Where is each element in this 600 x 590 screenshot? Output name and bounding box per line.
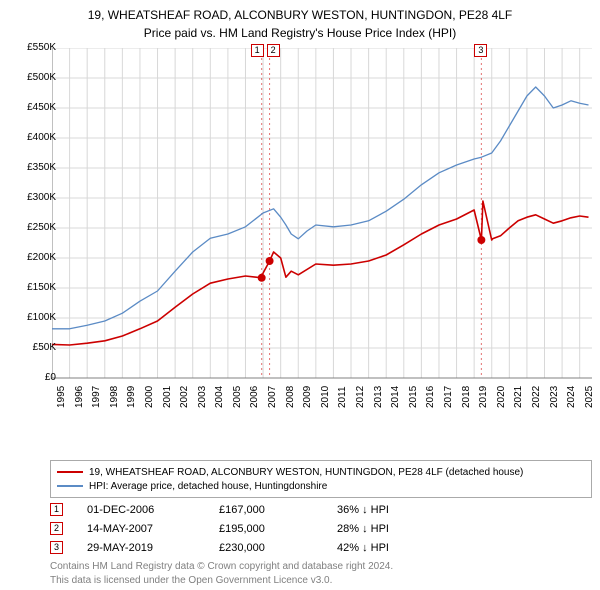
sale-price: £230,000 bbox=[219, 542, 337, 554]
y-tick-label: £100K bbox=[6, 312, 56, 323]
x-tick-label: 2006 bbox=[249, 386, 260, 408]
x-tick-label: 1995 bbox=[56, 386, 67, 408]
legend-label: 19, WHEATSHEAF ROAD, ALCONBURY WESTON, H… bbox=[89, 467, 523, 478]
x-tick-label: 2014 bbox=[390, 386, 401, 408]
legend-row: HPI: Average price, detached house, Hunt… bbox=[57, 479, 585, 493]
title-block: 19, WHEATSHEAF ROAD, ALCONBURY WESTON, H… bbox=[0, 0, 600, 42]
x-tick-label: 2003 bbox=[197, 386, 208, 408]
x-tick-label: 2018 bbox=[461, 386, 472, 408]
x-tick-label: 2001 bbox=[162, 386, 173, 408]
x-tick-label: 2013 bbox=[373, 386, 384, 408]
x-tick-label: 2004 bbox=[214, 386, 225, 408]
y-tick-label: £350K bbox=[6, 162, 56, 173]
sale-marker-box: 2 bbox=[50, 522, 63, 535]
x-tick-label: 2021 bbox=[513, 386, 524, 408]
sale-diff: 42% ↓ HPI bbox=[337, 542, 447, 554]
y-tick-label: £400K bbox=[6, 132, 56, 143]
x-tick-label: 2016 bbox=[425, 386, 436, 408]
y-tick-label: £300K bbox=[6, 192, 56, 203]
x-tick-label: 2012 bbox=[355, 386, 366, 408]
x-tick-label: 2022 bbox=[531, 386, 542, 408]
y-tick-label: £500K bbox=[6, 72, 56, 83]
chart-area bbox=[52, 48, 592, 418]
title-line2: Price paid vs. HM Land Registry's House … bbox=[0, 24, 600, 42]
sale-price: £167,000 bbox=[219, 504, 337, 516]
y-tick-label: £0 bbox=[6, 372, 56, 383]
legend-row: 19, WHEATSHEAF ROAD, ALCONBURY WESTON, H… bbox=[57, 465, 585, 479]
x-tick-label: 2017 bbox=[443, 386, 454, 408]
sale-marker-box: 3 bbox=[474, 44, 487, 57]
sale-marker-box: 3 bbox=[50, 541, 63, 554]
x-tick-label: 2019 bbox=[478, 386, 489, 408]
x-tick-label: 2007 bbox=[267, 386, 278, 408]
x-tick-label: 2025 bbox=[584, 386, 595, 408]
x-tick-label: 2023 bbox=[549, 386, 560, 408]
sale-price: £195,000 bbox=[219, 523, 337, 535]
legend-label: HPI: Average price, detached house, Hunt… bbox=[89, 481, 327, 492]
x-tick-label: 2020 bbox=[496, 386, 507, 408]
sale-marker-box: 1 bbox=[251, 44, 264, 57]
x-tick-label: 2005 bbox=[232, 386, 243, 408]
x-tick-label: 2024 bbox=[566, 386, 577, 408]
y-tick-label: £200K bbox=[6, 252, 56, 263]
x-tick-label: 2008 bbox=[285, 386, 296, 408]
sale-date: 14-MAY-2007 bbox=[87, 523, 219, 535]
y-tick-label: £50K bbox=[6, 342, 56, 353]
sale-date: 01-DEC-2006 bbox=[87, 504, 219, 516]
x-tick-label: 2002 bbox=[179, 386, 190, 408]
y-tick-label: £150K bbox=[6, 282, 56, 293]
footer-line2: This data is licensed under the Open Gov… bbox=[50, 574, 393, 588]
x-tick-label: 1996 bbox=[74, 386, 85, 408]
y-tick-label: £550K bbox=[6, 42, 56, 53]
sale-marker-box: 2 bbox=[267, 44, 280, 57]
sale-date: 29-MAY-2019 bbox=[87, 542, 219, 554]
x-tick-label: 2011 bbox=[337, 386, 348, 408]
sale-diff: 36% ↓ HPI bbox=[337, 504, 447, 516]
legend: 19, WHEATSHEAF ROAD, ALCONBURY WESTON, H… bbox=[50, 460, 592, 498]
sales-table: 1 01-DEC-2006£167,00036% ↓ HPI 2 14-MAY-200… bbox=[50, 500, 447, 557]
y-tick-label: £450K bbox=[6, 102, 56, 113]
x-tick-label: 1997 bbox=[91, 386, 102, 408]
y-tick-label: £250K bbox=[6, 222, 56, 233]
x-tick-label: 2000 bbox=[144, 386, 155, 408]
x-tick-label: 2009 bbox=[302, 386, 313, 408]
sale-row: 2 14-MAY-2007£195,00028% ↓ HPI bbox=[50, 519, 447, 538]
footer-line1: Contains HM Land Registry data © Crown c… bbox=[50, 560, 393, 574]
x-tick-label: 2015 bbox=[408, 386, 419, 408]
sale-marker-box: 1 bbox=[50, 503, 63, 516]
footer: Contains HM Land Registry data © Crown c… bbox=[50, 560, 393, 587]
legend-swatch bbox=[57, 471, 83, 473]
x-tick-label: 1999 bbox=[126, 386, 137, 408]
x-tick-label: 2010 bbox=[320, 386, 331, 408]
legend-swatch bbox=[57, 485, 83, 487]
sale-diff: 28% ↓ HPI bbox=[337, 523, 447, 535]
chart-svg bbox=[52, 48, 592, 418]
figure-container: 19, WHEATSHEAF ROAD, ALCONBURY WESTON, H… bbox=[0, 0, 600, 590]
sale-row: 1 01-DEC-2006£167,00036% ↓ HPI bbox=[50, 500, 447, 519]
x-tick-label: 1998 bbox=[109, 386, 120, 408]
sale-row: 3 29-MAY-2019£230,00042% ↓ HPI bbox=[50, 538, 447, 557]
title-line1: 19, WHEATSHEAF ROAD, ALCONBURY WESTON, H… bbox=[0, 6, 600, 24]
